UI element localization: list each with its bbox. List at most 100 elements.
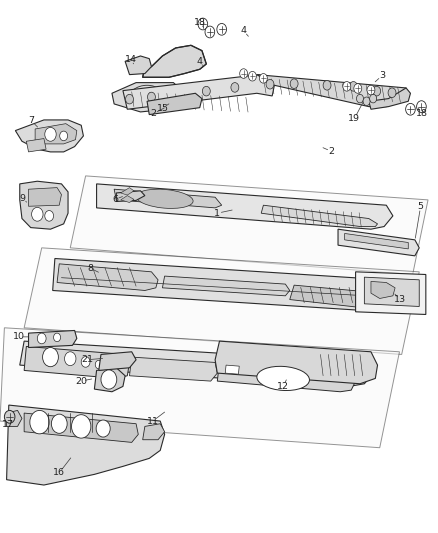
- Polygon shape: [225, 365, 239, 374]
- Polygon shape: [7, 410, 22, 426]
- Circle shape: [37, 333, 46, 344]
- Polygon shape: [129, 357, 217, 381]
- Text: 5: 5: [417, 203, 423, 211]
- Polygon shape: [0, 328, 399, 448]
- Text: 15: 15: [156, 104, 168, 112]
- Text: 17: 17: [2, 421, 14, 429]
- Text: 18: 18: [193, 19, 205, 27]
- Polygon shape: [147, 93, 201, 115]
- Polygon shape: [26, 139, 46, 152]
- Polygon shape: [99, 352, 136, 370]
- Circle shape: [71, 415, 91, 438]
- Polygon shape: [20, 341, 370, 386]
- Polygon shape: [120, 188, 134, 195]
- Text: 12: 12: [276, 382, 289, 391]
- Circle shape: [4, 410, 15, 423]
- Polygon shape: [123, 75, 274, 109]
- Circle shape: [216, 23, 226, 35]
- Polygon shape: [53, 259, 401, 312]
- Text: 10: 10: [13, 333, 25, 341]
- Polygon shape: [364, 277, 418, 306]
- Circle shape: [53, 333, 60, 342]
- Polygon shape: [15, 120, 83, 152]
- Polygon shape: [96, 184, 392, 229]
- Circle shape: [60, 131, 67, 141]
- Polygon shape: [20, 181, 68, 229]
- Polygon shape: [337, 229, 418, 256]
- Ellipse shape: [136, 189, 193, 208]
- Circle shape: [372, 86, 380, 96]
- Circle shape: [416, 101, 425, 112]
- Polygon shape: [24, 413, 138, 442]
- Circle shape: [230, 83, 238, 92]
- Circle shape: [32, 207, 43, 221]
- Circle shape: [290, 79, 297, 88]
- Circle shape: [101, 370, 117, 389]
- Text: 14: 14: [124, 55, 137, 64]
- Polygon shape: [261, 205, 377, 227]
- Text: 8: 8: [87, 264, 93, 272]
- Circle shape: [30, 410, 49, 434]
- Polygon shape: [94, 368, 125, 392]
- Circle shape: [125, 94, 133, 104]
- Text: 18: 18: [415, 109, 427, 118]
- Polygon shape: [355, 272, 425, 314]
- Text: 2: 2: [328, 147, 334, 156]
- Circle shape: [353, 84, 361, 93]
- Text: 16: 16: [53, 469, 65, 477]
- Circle shape: [51, 414, 67, 433]
- Polygon shape: [24, 346, 129, 378]
- Text: 1: 1: [214, 209, 220, 217]
- Polygon shape: [344, 233, 407, 249]
- Polygon shape: [116, 191, 145, 201]
- Polygon shape: [57, 264, 158, 290]
- Circle shape: [45, 211, 53, 221]
- Text: 21: 21: [81, 356, 93, 364]
- Text: 19: 19: [347, 115, 360, 123]
- Circle shape: [205, 26, 214, 38]
- Circle shape: [265, 79, 273, 89]
- Ellipse shape: [256, 366, 309, 391]
- Circle shape: [366, 85, 374, 95]
- Polygon shape: [368, 88, 410, 109]
- Text: 7: 7: [28, 117, 35, 125]
- Circle shape: [349, 82, 357, 91]
- Polygon shape: [142, 424, 164, 440]
- Text: 3: 3: [378, 71, 384, 80]
- Polygon shape: [24, 248, 418, 354]
- Circle shape: [198, 18, 207, 30]
- Text: 11: 11: [146, 417, 159, 425]
- Circle shape: [147, 92, 155, 102]
- Text: 13: 13: [393, 295, 406, 304]
- Circle shape: [387, 88, 395, 98]
- Circle shape: [362, 97, 369, 106]
- Polygon shape: [28, 330, 77, 348]
- Text: 2: 2: [150, 109, 156, 118]
- Text: 4: 4: [196, 57, 202, 66]
- Polygon shape: [114, 189, 221, 208]
- Circle shape: [96, 420, 110, 437]
- Polygon shape: [370, 281, 394, 298]
- Circle shape: [369, 94, 376, 103]
- Polygon shape: [256, 75, 407, 107]
- Circle shape: [342, 82, 350, 91]
- Polygon shape: [120, 196, 134, 203]
- Circle shape: [259, 74, 267, 83]
- Circle shape: [42, 348, 58, 367]
- Circle shape: [202, 86, 210, 96]
- Circle shape: [45, 127, 56, 141]
- Polygon shape: [217, 362, 355, 392]
- Polygon shape: [28, 188, 61, 206]
- Polygon shape: [125, 56, 151, 75]
- Polygon shape: [142, 45, 206, 77]
- Circle shape: [64, 352, 76, 366]
- Text: 6: 6: [112, 195, 118, 204]
- Text: 4: 4: [240, 27, 246, 35]
- Text: 9: 9: [20, 194, 26, 203]
- Circle shape: [322, 80, 330, 90]
- Polygon shape: [289, 285, 388, 309]
- Circle shape: [95, 360, 102, 369]
- Text: 20: 20: [75, 377, 87, 385]
- Circle shape: [248, 71, 256, 81]
- Polygon shape: [7, 405, 164, 485]
